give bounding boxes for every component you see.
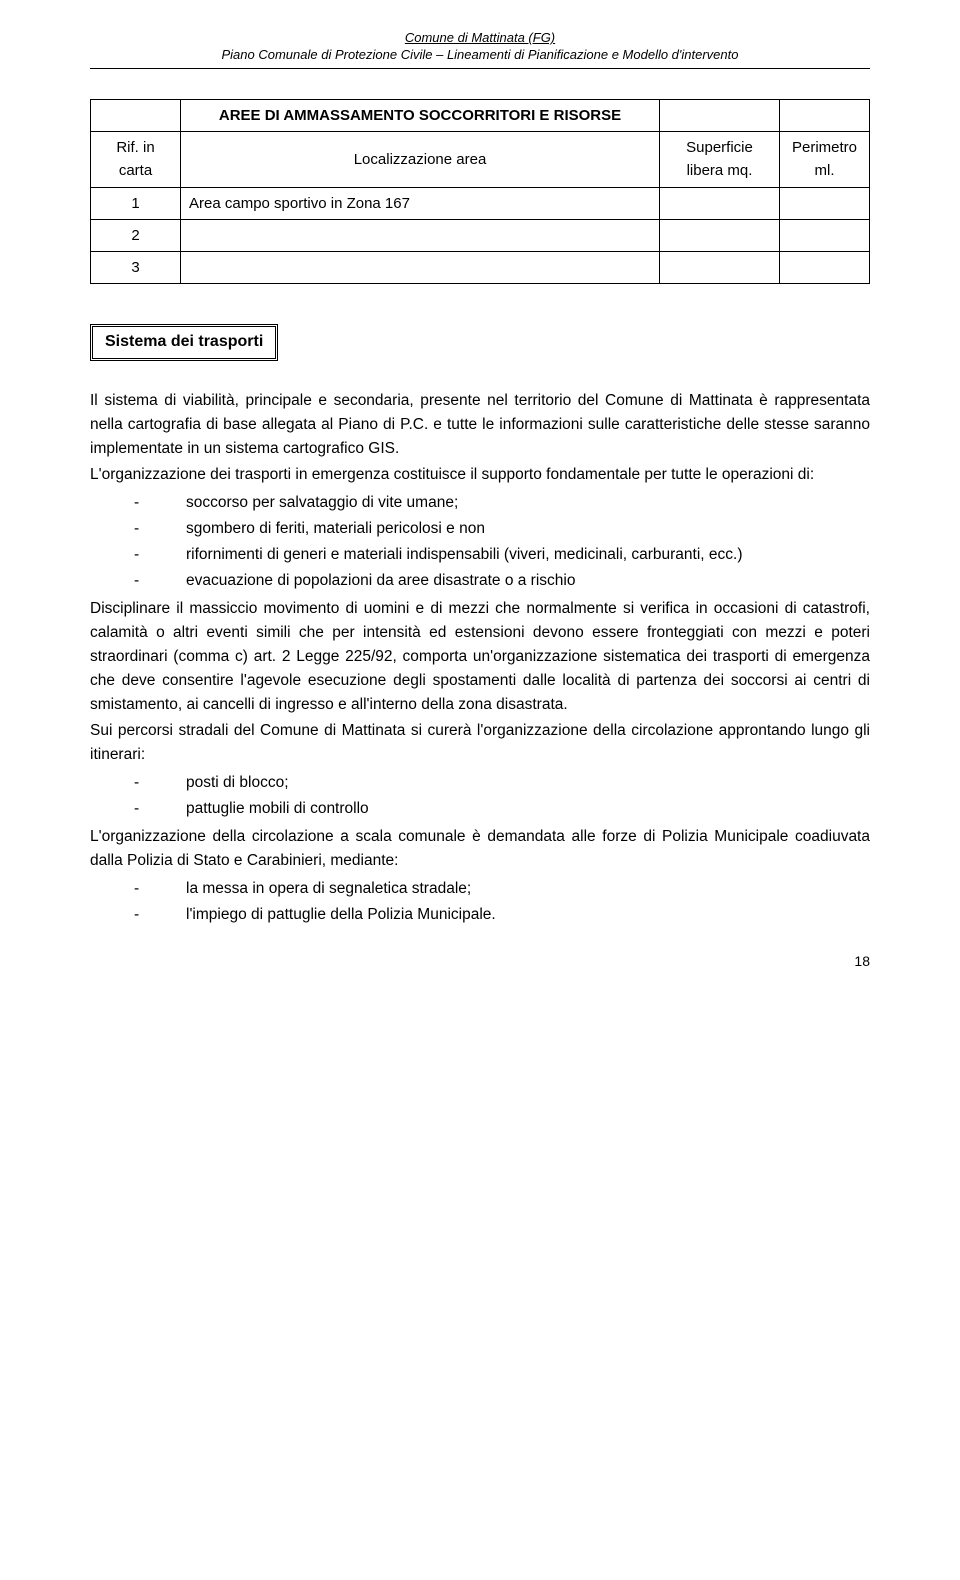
th-empty-topleft	[91, 99, 181, 131]
th-empty-sup	[660, 99, 780, 131]
list-item: sgombero di feriti, materiali pericolosi…	[160, 517, 870, 541]
table-row: 3	[91, 252, 870, 284]
cell-loc	[181, 219, 660, 251]
page-header: Comune di Mattinata (FG) Piano Comunale …	[90, 30, 870, 64]
header-line-1: Comune di Mattinata (FG)	[90, 30, 870, 47]
list-item: la messa in opera di segnaletica stradal…	[160, 877, 870, 901]
bullet-list: la messa in opera di segnaletica stradal…	[90, 877, 870, 927]
header-line-2: Piano Comunale di Protezione Civile – Li…	[90, 47, 870, 64]
th-title: AREE DI AMMASSAMENTO SOCCORRITORI E RISO…	[181, 99, 660, 131]
paragraph: L'organizzazione dei trasporti in emerge…	[90, 463, 870, 487]
table-row: 2	[91, 219, 870, 251]
cell-rif: 3	[91, 252, 181, 284]
th-loc: Localizzazione area	[181, 132, 660, 188]
cell-rif: 2	[91, 219, 181, 251]
cell-loc	[181, 252, 660, 284]
list-item: posti di blocco;	[160, 771, 870, 795]
cell-per	[780, 219, 870, 251]
cell-rif: 1	[91, 187, 181, 219]
cell-per	[780, 187, 870, 219]
bullet-list: soccorso per salvataggio di vite umane; …	[90, 491, 870, 593]
list-item: pattuglie mobili di controllo	[160, 797, 870, 821]
cell-per	[780, 252, 870, 284]
th-empty-per	[780, 99, 870, 131]
header-rule	[90, 68, 870, 69]
th-per: Perimetro ml.	[780, 132, 870, 188]
list-item: l'impiego di pattuglie della Polizia Mun…	[160, 903, 870, 927]
section-heading: Sistema dei trasporti	[90, 324, 278, 361]
th-rif: Rif. in carta	[91, 132, 181, 188]
cell-sup	[660, 187, 780, 219]
page-number: 18	[90, 951, 870, 973]
aree-table: AREE DI AMMASSAMENTO SOCCORRITORI E RISO…	[90, 99, 870, 285]
paragraph: Il sistema di viabilità, principale e se…	[90, 389, 870, 461]
paragraph: Sui percorsi stradali del Comune di Matt…	[90, 719, 870, 767]
list-item: evacuazione di popolazioni da aree disas…	[160, 569, 870, 593]
bullet-list: posti di blocco; pattuglie mobili di con…	[90, 771, 870, 821]
cell-sup	[660, 219, 780, 251]
list-item: soccorso per salvataggio di vite umane;	[160, 491, 870, 515]
table-row: 1 Area campo sportivo in Zona 167	[91, 187, 870, 219]
th-sup: Superficie libera mq.	[660, 132, 780, 188]
cell-sup	[660, 252, 780, 284]
cell-loc: Area campo sportivo in Zona 167	[181, 187, 660, 219]
list-item: rifornimenti di generi e materiali indis…	[160, 543, 870, 567]
paragraph: L'organizzazione della circolazione a sc…	[90, 825, 870, 873]
paragraph: Disciplinare il massiccio movimento di u…	[90, 597, 870, 717]
